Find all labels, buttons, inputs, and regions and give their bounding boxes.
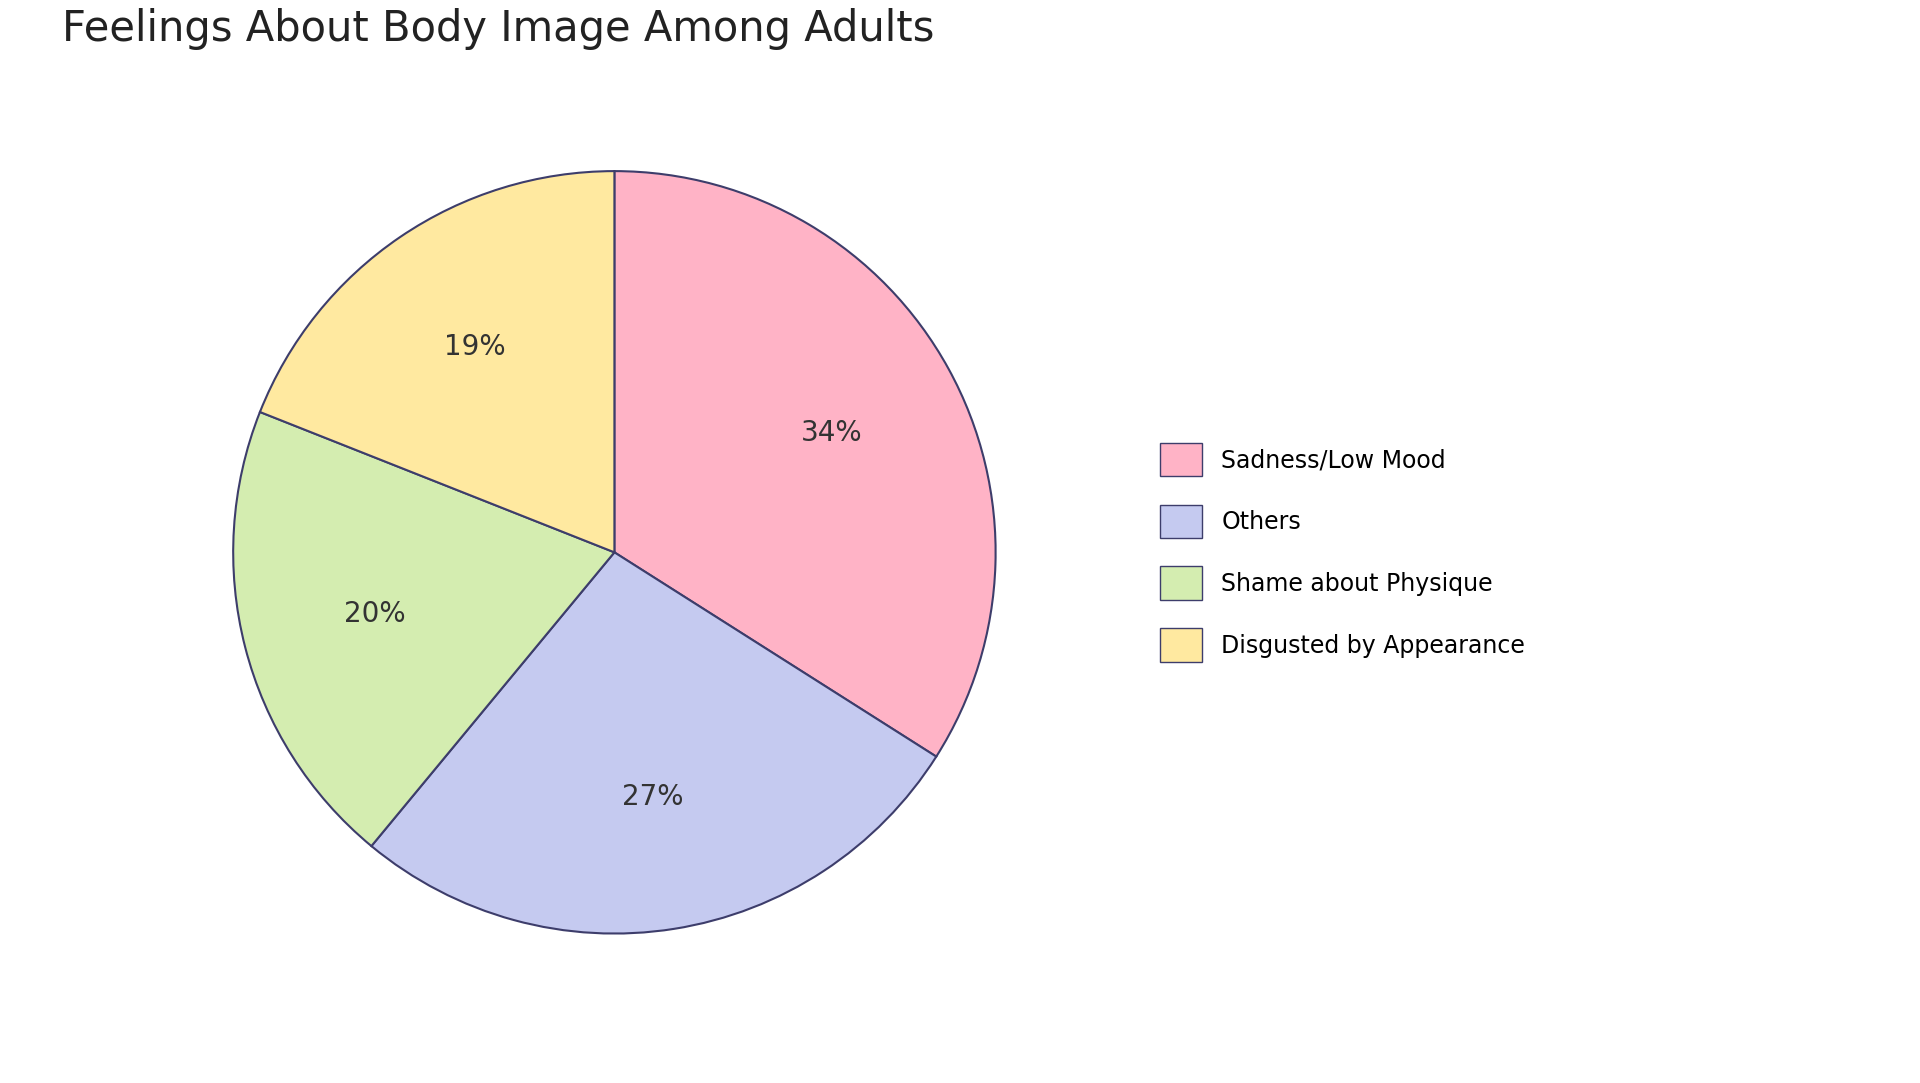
Text: 19%: 19% xyxy=(444,334,507,362)
Text: Feelings About Body Image Among Adults: Feelings About Body Image Among Adults xyxy=(61,8,933,50)
Wedge shape xyxy=(614,171,996,757)
Text: 27%: 27% xyxy=(622,783,684,811)
Wedge shape xyxy=(259,171,614,552)
Text: 20%: 20% xyxy=(344,600,405,628)
Wedge shape xyxy=(371,552,937,934)
Legend: Sadness/Low Mood, Others, Shame about Physique, Disgusted by Appearance: Sadness/Low Mood, Others, Shame about Ph… xyxy=(1150,433,1534,671)
Wedge shape xyxy=(232,412,614,846)
Text: 34%: 34% xyxy=(801,419,862,447)
